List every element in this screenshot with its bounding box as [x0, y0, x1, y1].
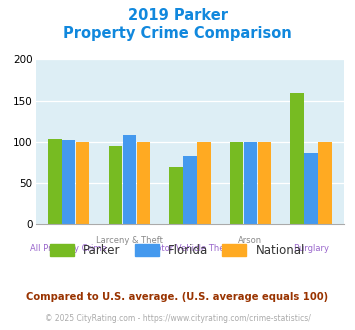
Bar — [109, 146, 122, 224]
Bar — [123, 135, 136, 224]
Bar — [244, 142, 257, 224]
Bar — [48, 139, 61, 224]
Bar — [169, 168, 183, 224]
Bar — [137, 142, 150, 224]
Bar — [230, 142, 243, 224]
Text: Arson: Arson — [239, 236, 263, 245]
Text: Property Crime Comparison: Property Crime Comparison — [63, 26, 292, 41]
Legend: Parker, Florida, National: Parker, Florida, National — [45, 239, 310, 261]
Bar — [76, 142, 89, 224]
Text: © 2025 CityRating.com - https://www.cityrating.com/crime-statistics/: © 2025 CityRating.com - https://www.city… — [45, 314, 310, 323]
Bar — [183, 156, 197, 224]
Bar — [258, 142, 271, 224]
Text: Burglary: Burglary — [293, 244, 329, 253]
Text: All Property Crime: All Property Crime — [31, 244, 107, 253]
Bar — [197, 142, 211, 224]
Bar — [304, 153, 318, 224]
Text: 2019 Parker: 2019 Parker — [127, 8, 228, 23]
Text: Compared to U.S. average. (U.S. average equals 100): Compared to U.S. average. (U.S. average … — [26, 292, 329, 302]
Text: Larceny & Theft: Larceny & Theft — [96, 236, 163, 245]
Bar — [290, 93, 304, 224]
Bar — [62, 140, 76, 224]
Text: Motor Vehicle Theft: Motor Vehicle Theft — [149, 244, 231, 253]
Bar — [318, 142, 332, 224]
